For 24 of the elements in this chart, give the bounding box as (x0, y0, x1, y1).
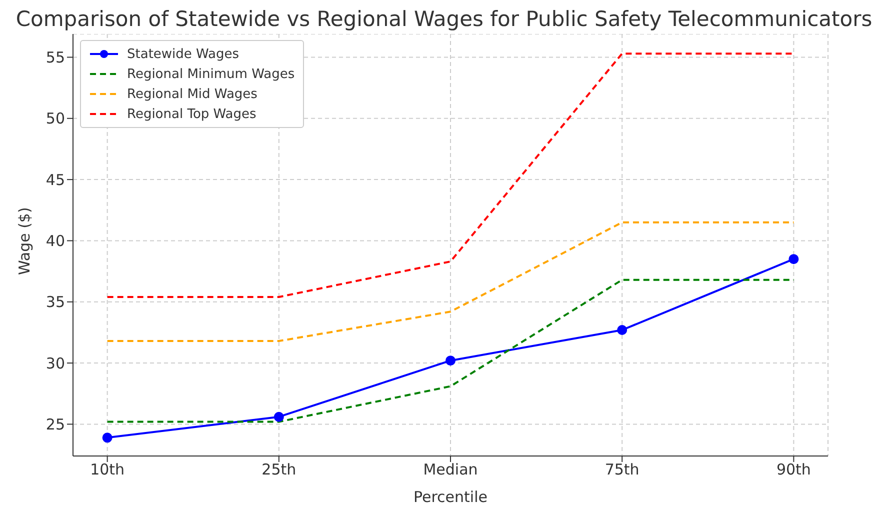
x-tick-label: 25th (262, 460, 296, 479)
x-tick-label: 90th (776, 460, 811, 479)
point (617, 325, 628, 336)
y-tick-label: 55 (46, 48, 65, 67)
legend-label: Regional Minimum Wages (127, 66, 295, 82)
legend-label: Regional Top Wages (127, 106, 256, 122)
y-tick-label: 40 (46, 232, 65, 250)
x-tick-label: Median (423, 460, 478, 479)
y-tick-label: 35 (46, 293, 65, 312)
legend-label: Regional Mid Wages (127, 86, 258, 102)
point (102, 432, 112, 443)
point (274, 412, 284, 422)
x-tick-label: 75th (604, 460, 640, 479)
y-tick-label: 30 (46, 354, 65, 372)
point (788, 254, 799, 264)
point (446, 356, 456, 366)
x-axis-title: Percentile (413, 488, 488, 506)
x-tick-label: 10th (90, 460, 125, 479)
y-tick-label: 45 (46, 170, 65, 189)
legend-label: Statewide Wages (127, 46, 240, 62)
y-axis-title: Wage ($) (15, 207, 34, 275)
chart-title: Comparison of Statewide vs Regional Wages for Public Safety Telecommunicators (14, 7, 874, 33)
y-tick-label: 25 (46, 416, 65, 434)
y-tick-label: 50 (46, 110, 65, 128)
